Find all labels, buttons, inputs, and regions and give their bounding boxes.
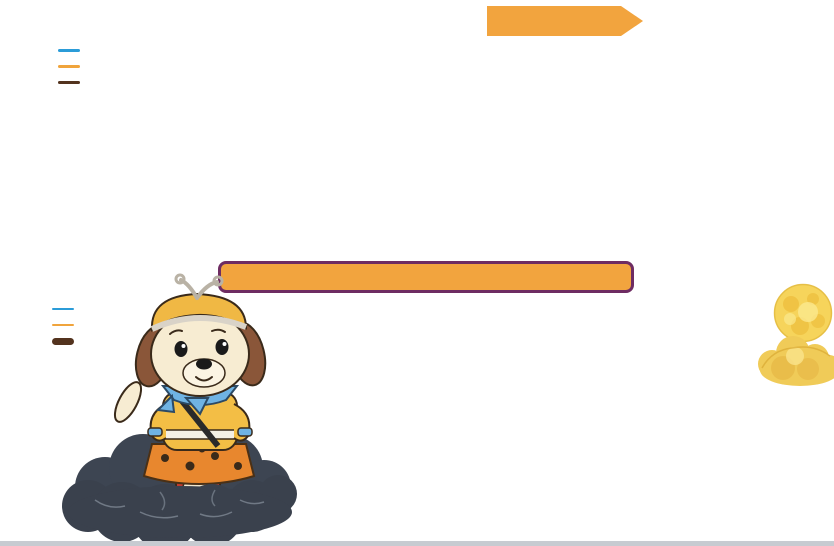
top-chart-legend: [58, 44, 88, 88]
legend-item-3ma: [58, 44, 88, 56]
ma3-swatch: [58, 48, 80, 52]
ma21-badge: [775, 95, 801, 121]
ma8-badge: [775, 43, 801, 69]
ma21-swatch: [58, 80, 80, 84]
buy-point-banner: [218, 261, 634, 293]
bottom-chart-legend: [52, 303, 82, 347]
ma21-swatch: [52, 337, 74, 345]
legend-item-21ma: [58, 76, 88, 88]
ma8-swatch: [52, 324, 74, 326]
ma3-swatch: [52, 308, 74, 310]
legend-item-ma3: [52, 303, 82, 315]
ma8-swatch: [58, 64, 80, 68]
flag-pennant-tip: [621, 6, 643, 36]
ma3-badge: [775, 69, 801, 95]
buy-point-flag: [487, 6, 621, 36]
legend-item-ma8: [52, 319, 82, 331]
bottom-strip: [0, 541, 834, 546]
legend-item-8ma: [58, 60, 88, 72]
legend-item-ma21: [52, 335, 82, 347]
